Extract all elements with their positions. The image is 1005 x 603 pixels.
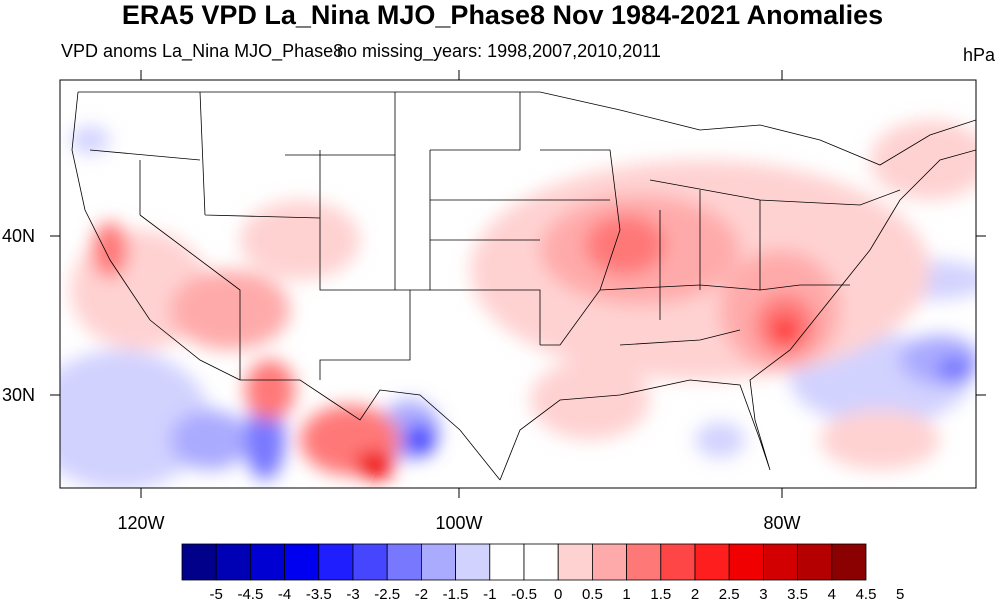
colorbar-swatch — [797, 543, 833, 581]
colorbar-swatch — [763, 543, 799, 581]
colorbar-swatch — [318, 543, 354, 581]
colorbar-label: -1 — [483, 586, 497, 603]
colorbar-label: -4 — [277, 586, 292, 603]
colorbar-swatch — [181, 543, 217, 581]
colorbar-label: -2.5 — [374, 586, 401, 603]
axis-ticks — [50, 70, 986, 498]
lon-label-100w: 100W — [435, 513, 483, 533]
colorbar-label: 0 — [554, 586, 563, 603]
colorbar-label: 0.5 — [581, 586, 603, 603]
colorbar-label: -3 — [346, 586, 360, 603]
colorbar-swatch — [660, 543, 696, 581]
lat-label-30n: 30N — [2, 385, 36, 405]
colorbar-label: 4.5 — [855, 586, 877, 603]
colorbar-swatch — [420, 543, 456, 581]
colorbar-swatch — [557, 543, 593, 581]
colorbar-label: 3.5 — [787, 586, 809, 603]
state-boundaries — [71, 91, 976, 481]
colorbar-swatch — [249, 543, 285, 581]
lon-label-80w: 80W — [763, 513, 801, 533]
colorbar-label: 1 — [622, 586, 631, 603]
subtitle-center: no missing_years: 1998,2007,2010,2011 — [337, 41, 661, 61]
colorbar-swatch — [626, 543, 662, 581]
colorbar-label: -0.5 — [511, 586, 537, 603]
lon-label-120w: 120W — [117, 513, 165, 533]
units-label: hPa — [962, 45, 995, 65]
map-title: ERA5 VPD La_Nina MJO_Phase8 Nov 1984-202… — [121, 0, 884, 30]
colorbar-label: -5 — [209, 586, 223, 603]
colorbar-swatch — [592, 543, 628, 581]
subtitle-left: VPD anoms La_Nina MJO_Phase8 — [61, 41, 344, 61]
colorbar-label: -2 — [414, 586, 429, 603]
colorbar-swatch — [694, 543, 730, 581]
anomaly-field — [60, 80, 976, 488]
colorbar-label: 4 — [827, 586, 836, 603]
colorbar-swatch — [455, 543, 491, 581]
lat-label-40n: 40N — [2, 226, 36, 246]
colorbar-label: 2 — [690, 586, 700, 603]
colorbar-swatch — [386, 543, 422, 581]
colorbar-label: 5 — [896, 586, 905, 603]
colorbar-label: -1.5 — [442, 586, 469, 603]
colorbar-swatch — [284, 543, 320, 581]
colorbar-label: 3 — [759, 586, 768, 603]
colorbar-swatch — [523, 543, 559, 581]
colorbar-swatch — [831, 543, 867, 581]
colorbar-swatch — [352, 543, 388, 581]
colorbar-label: -3.5 — [305, 586, 332, 603]
colorbar-label: 2.5 — [718, 586, 740, 603]
colorbar — [181, 543, 867, 581]
colorbar-swatch — [728, 543, 764, 581]
colorbar-label: -4.5 — [237, 586, 264, 603]
colorbar-label: 1.5 — [650, 586, 672, 603]
colorbar-swatch — [215, 543, 251, 581]
colorbar-swatch — [489, 543, 525, 581]
